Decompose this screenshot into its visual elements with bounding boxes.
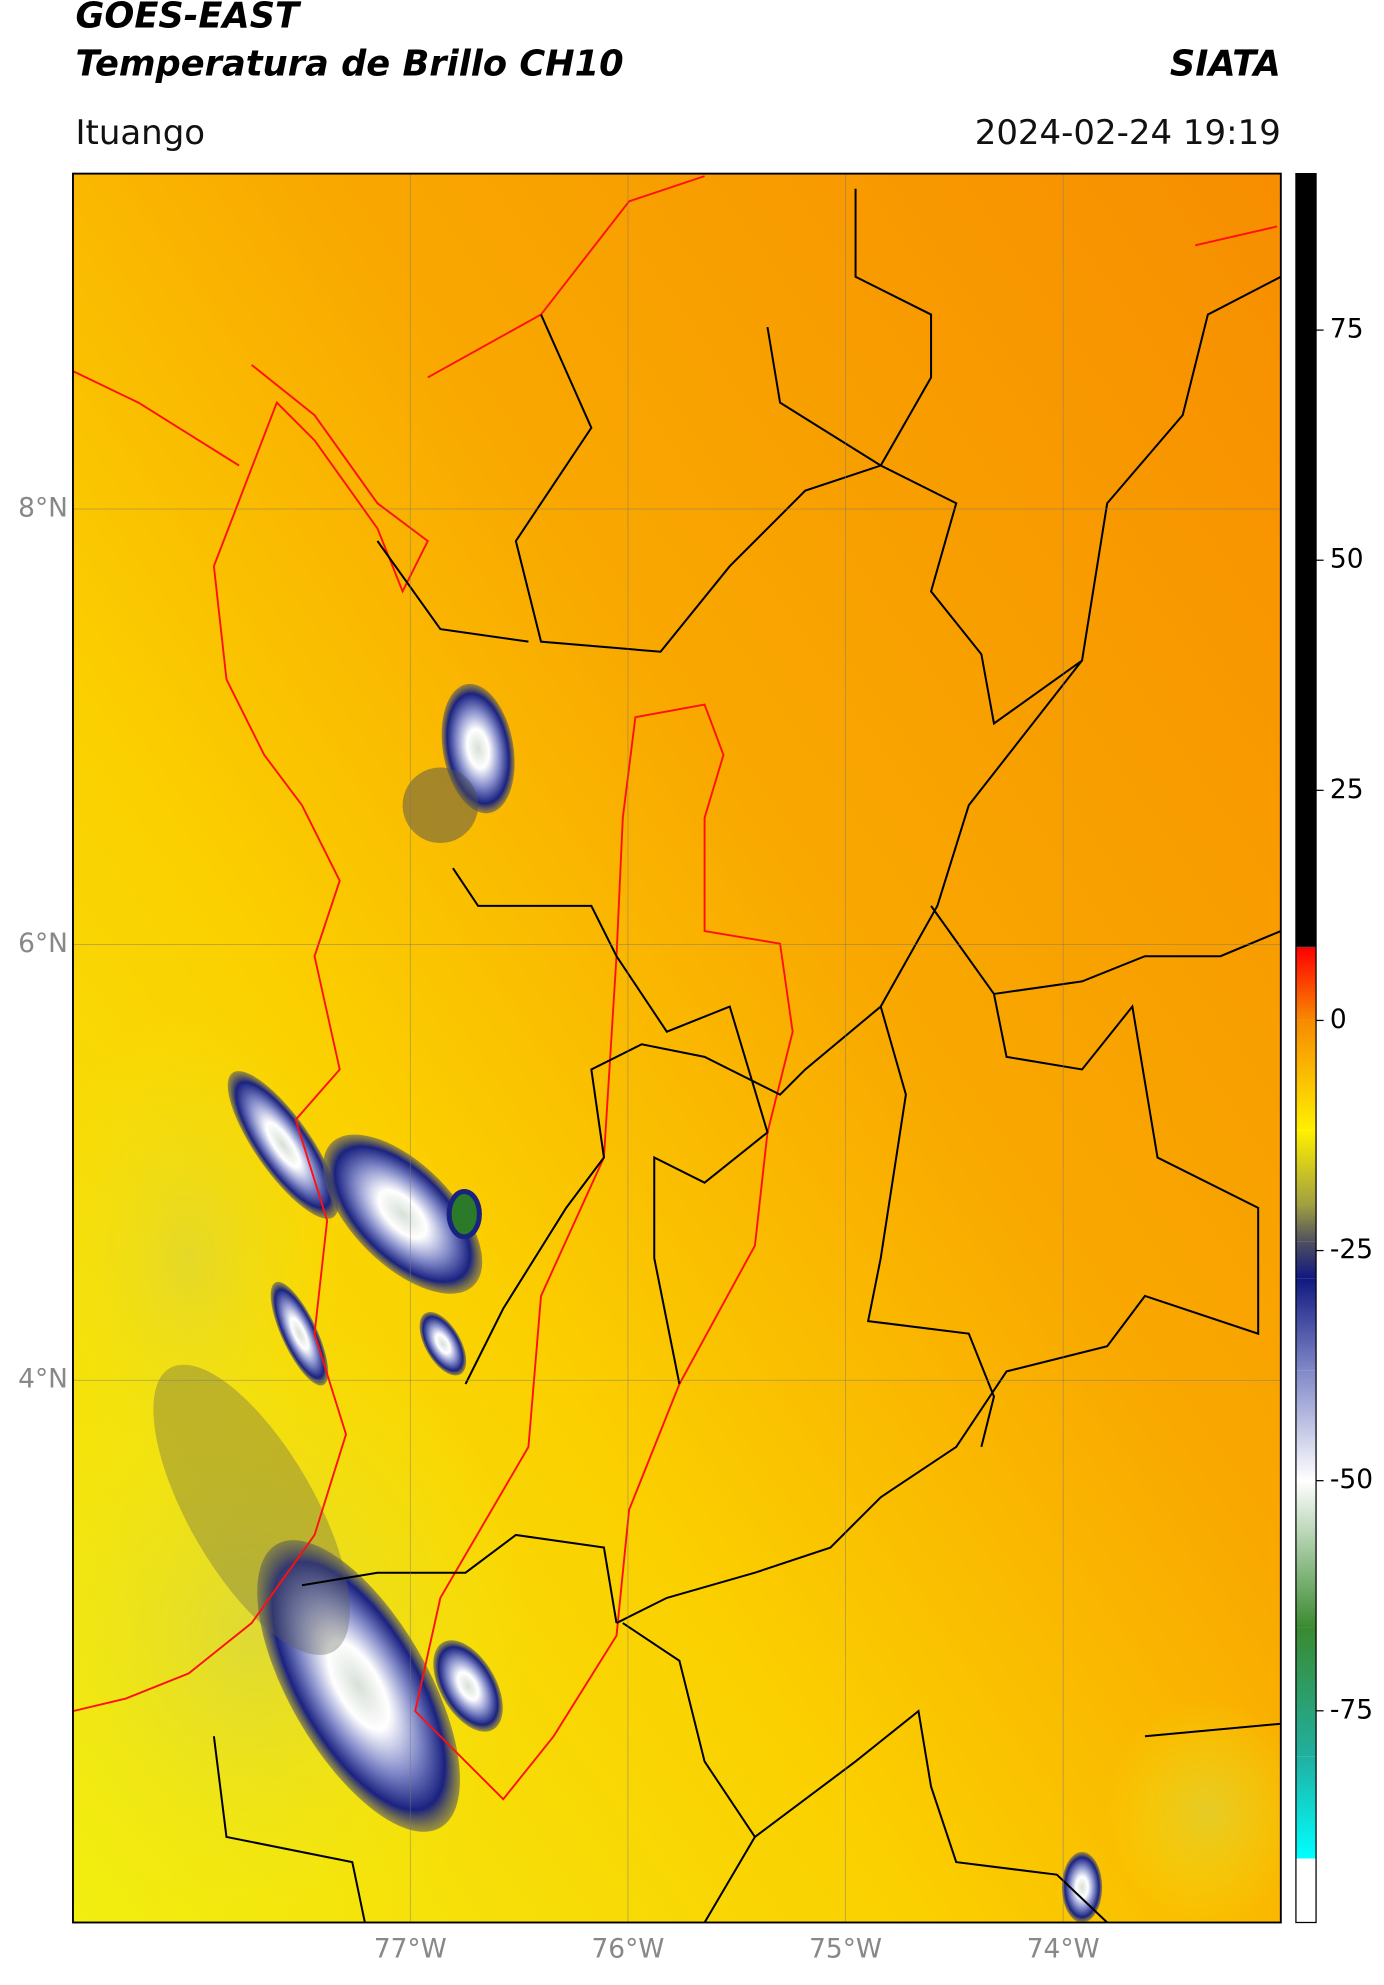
lat-tick-label: 6°N — [18, 928, 68, 959]
colorbar-segment — [1295, 1370, 1317, 1481]
colorbar-segment — [1295, 946, 1317, 948]
title: GOES-EAST — [75, 0, 302, 37]
colorbar-segment — [1295, 1020, 1317, 1131]
lat-tick-label: 4°N — [18, 1364, 68, 1395]
colorbar-segment — [1295, 1241, 1317, 1279]
colorbar-tick-label: 75 — [1330, 314, 1364, 345]
colorbar-frame — [1295, 172, 1317, 1924]
colorbar-segment — [1295, 1756, 1317, 1859]
colorbar-tick-label: 25 — [1330, 774, 1364, 805]
brand: SIATA — [1170, 43, 1281, 84]
colorbar-tick-label: -50 — [1330, 1464, 1373, 1495]
colorbar-segment — [1295, 1627, 1317, 1757]
lon-tick-label: 74°W — [1027, 1934, 1100, 1965]
lon-tick-label: 77°W — [374, 1934, 447, 1965]
lon-tick-label: 75°W — [809, 1934, 882, 1965]
colorbar-segment — [1295, 1480, 1317, 1628]
lat-tick-label: 8°N — [18, 493, 68, 524]
colorbar-tick-label: -25 — [1330, 1234, 1373, 1265]
colorbar-segment — [1295, 1204, 1317, 1242]
location: Ituango — [75, 113, 205, 153]
colorbar-tick-label: -75 — [1330, 1694, 1373, 1725]
colorbar-tick-label: 0 — [1330, 1004, 1347, 1035]
colorbar-segment — [1295, 1858, 1317, 1859]
datetime: 2024-02-24 19:19 — [975, 113, 1281, 153]
colorbar-segment — [1295, 947, 1317, 1021]
subtitle: Temperatura de Brillo CH10 — [75, 43, 623, 84]
map — [72, 173, 1281, 1923]
colorbar-segment — [1295, 173, 1317, 947]
colorbar-segment — [1295, 1278, 1317, 1371]
colorbar-segment — [1295, 1858, 1317, 1923]
colorbar-segment — [1295, 1130, 1317, 1205]
map-frame — [72, 172, 1282, 1924]
lon-tick-label: 76°W — [591, 1934, 664, 1965]
colorbar-tick-label: 50 — [1330, 544, 1364, 575]
